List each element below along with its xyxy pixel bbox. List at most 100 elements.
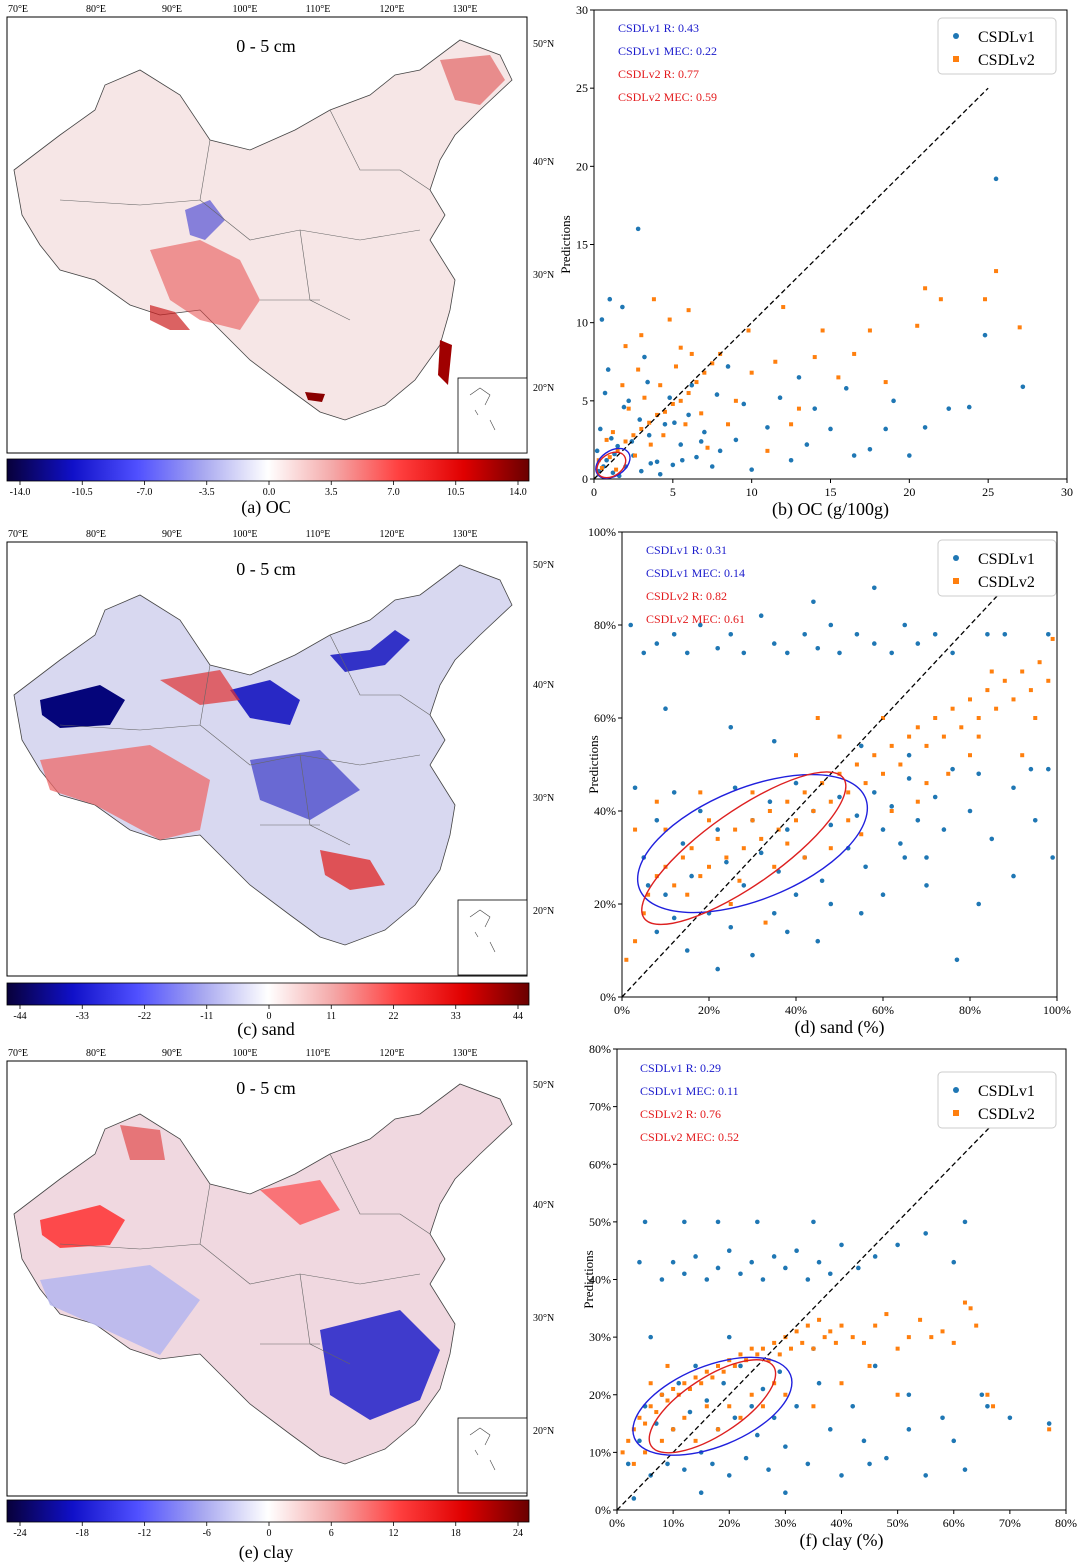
one-to-one-line [621, 587, 1006, 998]
data-point-v2 [716, 1363, 721, 1368]
data-point-v2 [686, 308, 691, 313]
data-point-v2 [772, 864, 777, 869]
data-point-v2 [994, 269, 999, 274]
longitude-tick-label: 70°E [8, 1048, 28, 1059]
data-point-v2 [721, 1369, 726, 1374]
data-point-v1 [923, 1231, 928, 1236]
data-point-v1 [758, 613, 764, 618]
data-point-v1 [967, 808, 973, 814]
y-tick-label: 20 [576, 159, 588, 173]
data-point-v2 [671, 1386, 676, 1391]
data-point-v2 [648, 1381, 653, 1386]
stat-label: CSDLv2 MEC: 0.52 [640, 1130, 739, 1144]
data-point-v1 [724, 859, 729, 865]
data-point-v1 [976, 901, 981, 907]
data-point-v2 [915, 725, 920, 730]
data-point-v1 [906, 776, 912, 781]
data-point-v1 [1046, 632, 1051, 637]
y-axis-label: Predictions [558, 215, 573, 274]
data-point-v2 [777, 1352, 782, 1357]
data-point-v1 [850, 1403, 856, 1409]
data-point-v2 [639, 333, 644, 338]
data-point-v1 [950, 650, 955, 656]
data-point-v2 [929, 1335, 934, 1340]
x-tick-label: 0% [614, 1003, 630, 1017]
colorbar-bar [6, 1499, 530, 1523]
data-point-v1 [985, 1403, 990, 1409]
data-point-v1 [654, 929, 660, 935]
data-point-v2 [680, 855, 685, 860]
data-point-v2 [733, 398, 738, 403]
data-point-v1 [662, 421, 668, 427]
data-point-v1 [771, 911, 777, 916]
map-panel-e: 70°E 80°E 90°E 100°E 110°E 120°E 130°E 50°N 40°… [6, 1048, 554, 1563]
y-tick-label: 30 [576, 3, 588, 17]
series-csdlv2 [624, 636, 1055, 962]
longitude-ticks: 70°E 80°E 90°E 100°E 110°E 120°E 130°E [8, 1048, 478, 1059]
legend-box [937, 1071, 1057, 1129]
data-point-v1 [689, 382, 695, 388]
data-point-v2 [759, 836, 764, 841]
data-point-v1 [702, 429, 707, 435]
data-point-v1 [883, 426, 888, 432]
latitude-tick-label: 20°N [533, 383, 554, 394]
y-tick-label: 50% [589, 1215, 611, 1229]
data-point-v2 [1020, 753, 1025, 758]
data-point-v1 [717, 448, 723, 454]
stat-label: CSDLv2 MEC: 0.61 [646, 612, 745, 626]
longitude-tick-label: 80°E [86, 1048, 106, 1059]
data-point-v2 [623, 439, 628, 444]
data-point-v2 [749, 1346, 754, 1351]
y-tick-label: 10 [576, 316, 588, 330]
data-point-v1 [671, 915, 677, 921]
data-point-v2 [749, 1392, 754, 1397]
data-point-v2 [738, 1352, 743, 1357]
data-point-v1 [891, 398, 896, 404]
data-point-v2 [667, 317, 672, 322]
data-point-v1 [794, 1403, 799, 1409]
map-panel-c: 70°E 80°E 90°E 100°E 110°E 120°E 130°E 50°N 40°… [6, 529, 554, 1040]
data-point-v2 [898, 762, 903, 767]
data-point-v1 [741, 650, 747, 656]
data-point-v2 [710, 1375, 715, 1380]
data-point-v2 [938, 297, 943, 302]
data-point-v1 [726, 1473, 732, 1478]
data-point-v2 [659, 1392, 664, 1397]
data-point-v1 [783, 1265, 788, 1271]
data-point-v2 [837, 734, 842, 739]
data-point-v1 [602, 390, 608, 396]
plot-frame [593, 9, 1068, 480]
data-point-v2 [968, 697, 972, 702]
data-point-v2 [651, 297, 656, 302]
data-point-v1 [698, 622, 703, 628]
data-point-v2 [654, 799, 659, 804]
data-point-v2 [698, 790, 703, 795]
colorbar-tick-label: -12 [138, 1528, 151, 1539]
data-point-v1 [686, 412, 691, 418]
data-point-v1 [637, 417, 643, 422]
colorbar-tick-label: -3.5 [199, 487, 215, 498]
data-point-v2 [794, 1329, 799, 1334]
data-point-v2 [699, 1381, 704, 1386]
data-point-v2 [614, 467, 619, 472]
data-point-v1 [625, 1461, 631, 1467]
data-point-v2 [737, 878, 742, 883]
data-point-v2 [1033, 716, 1038, 720]
y-tick-label: 20% [589, 1388, 611, 1402]
data-point-v1 [940, 1415, 945, 1421]
data-point-v1 [670, 462, 676, 468]
data-point-v1 [648, 1334, 653, 1340]
data-point-v1 [728, 924, 734, 930]
data-point-v1 [889, 804, 894, 809]
longitude-tick-label: 90°E [162, 529, 182, 540]
data-point-v1 [804, 442, 810, 447]
data-point-v2 [741, 846, 746, 851]
data-point-v2 [989, 669, 994, 674]
y-tick-label: 0% [595, 1503, 611, 1517]
data-point-v2 [828, 799, 833, 804]
data-point-v1 [907, 453, 912, 458]
data-point-v1 [812, 406, 818, 411]
data-point-v2 [1047, 1427, 1052, 1432]
data-point-v2 [643, 1450, 648, 1455]
data-point-v2 [639, 426, 644, 431]
